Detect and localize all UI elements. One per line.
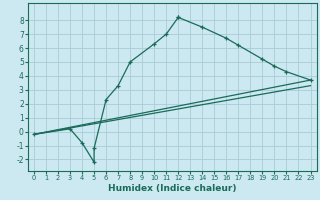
X-axis label: Humidex (Indice chaleur): Humidex (Indice chaleur) bbox=[108, 184, 236, 193]
